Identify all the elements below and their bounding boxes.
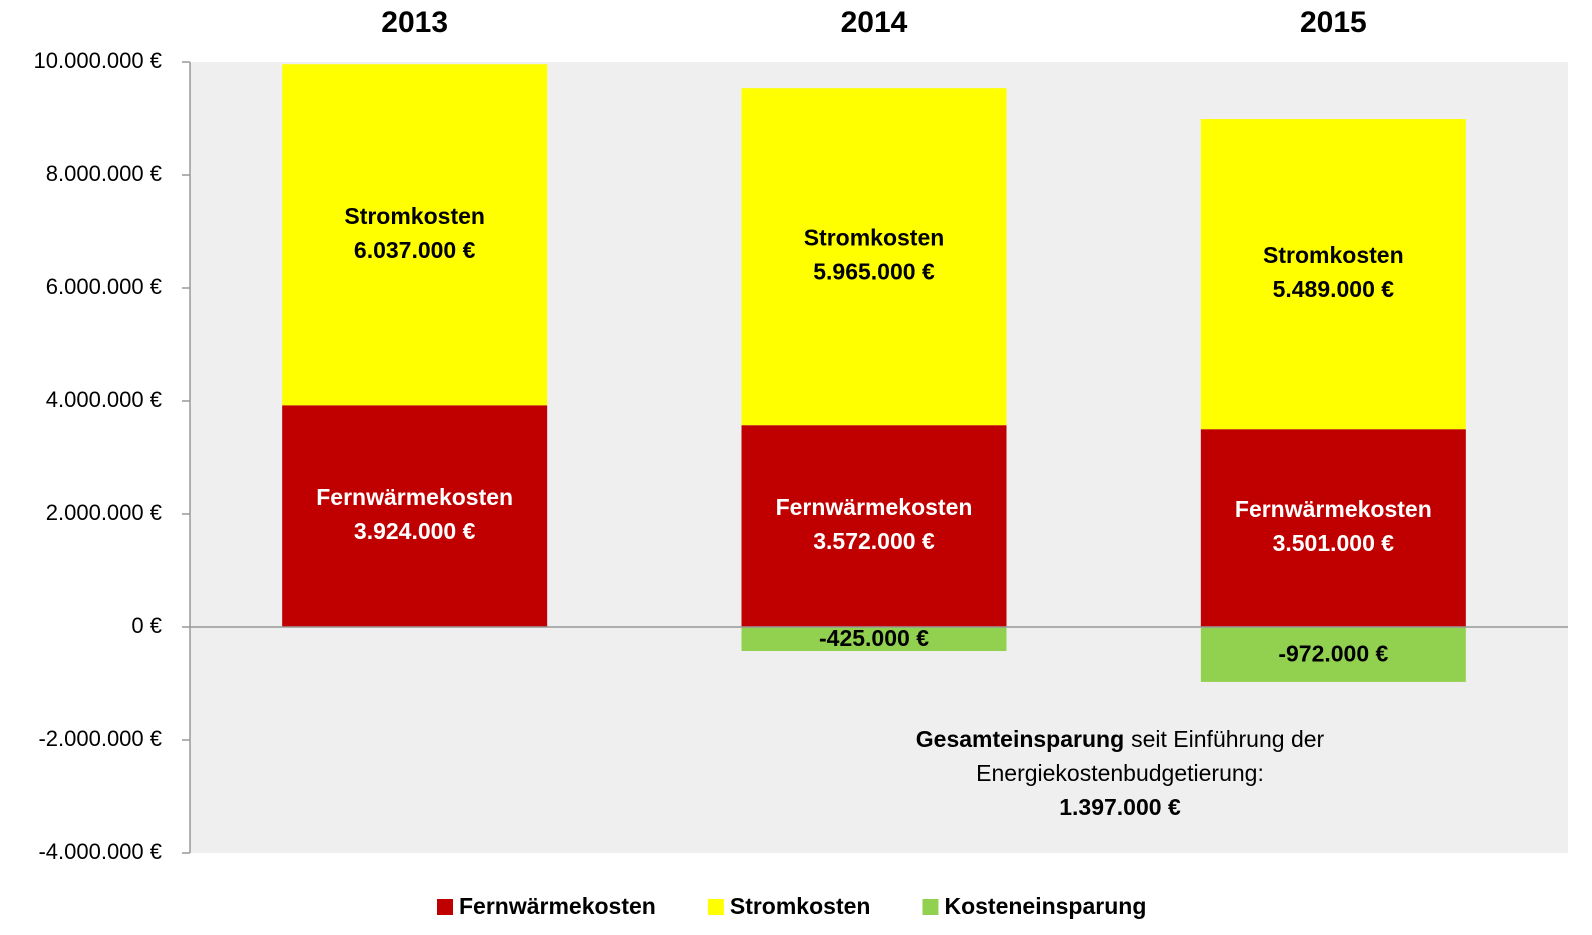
category-label: 2014 (841, 6, 908, 39)
y-tick-label: -2.000.000 € (38, 726, 162, 751)
annotation-total: 1.397.000 € (1059, 794, 1181, 820)
data-label-name: Fernwärmekosten (1235, 496, 1432, 522)
y-tick-label: 8.000.000 € (46, 161, 162, 186)
bar-segment (282, 405, 548, 627)
bar-segment (741, 425, 1007, 627)
bar-segment (741, 88, 1007, 426)
y-tick-label: 10.000.000 € (34, 48, 162, 73)
data-label-name: Stromkosten (1263, 242, 1404, 268)
category-label: 2013 (381, 6, 448, 39)
data-label: 3.572.000 € (813, 528, 935, 554)
legend-swatch (707, 899, 724, 915)
data-label-name: Fernwärmekosten (316, 484, 513, 510)
legend-label: Kosteneinsparung (944, 893, 1146, 919)
bar-segment (1200, 119, 1466, 430)
bar-segment (282, 64, 548, 406)
annotation-bold: Gesamteinsparung (916, 726, 1124, 752)
legend-label: Fernwärmekosten (459, 893, 656, 919)
y-tick-label: -4.000.000 € (38, 839, 162, 864)
bar-segment (1200, 627, 1466, 682)
annotation-text: Energiekostenbudgetierung: (976, 760, 1264, 786)
bar-segment (1200, 429, 1466, 627)
data-label: 5.489.000 € (1273, 276, 1395, 302)
data-label-name: Stromkosten (344, 203, 485, 229)
data-label: 6.037.000 € (354, 237, 476, 263)
category-label: 2015 (1300, 6, 1367, 39)
annotation: Gesamteinsparung seit Einführung der (916, 726, 1325, 752)
legend-label: Stromkosten (730, 893, 871, 919)
y-tick-label: 2.000.000 € (46, 500, 162, 525)
data-label: 3.501.000 € (1273, 530, 1395, 556)
legend-swatch (922, 899, 939, 915)
bar-segment (741, 627, 1007, 652)
data-label: -972.000 € (1278, 641, 1388, 667)
legend-swatch (437, 899, 453, 915)
data-label-name: Stromkosten (804, 225, 945, 251)
data-label: -425.000 € (819, 625, 929, 651)
y-tick-label: 6.000.000 € (46, 274, 162, 299)
data-label: 5.965.000 € (813, 259, 935, 285)
y-tick-label: 0 € (131, 613, 162, 638)
data-label: 3.924.000 € (354, 518, 476, 544)
annotation-text: seit Einführung der (1131, 726, 1324, 752)
data-label-name: Fernwärmekosten (776, 494, 973, 520)
y-tick-label: 4.000.000 € (46, 387, 162, 412)
